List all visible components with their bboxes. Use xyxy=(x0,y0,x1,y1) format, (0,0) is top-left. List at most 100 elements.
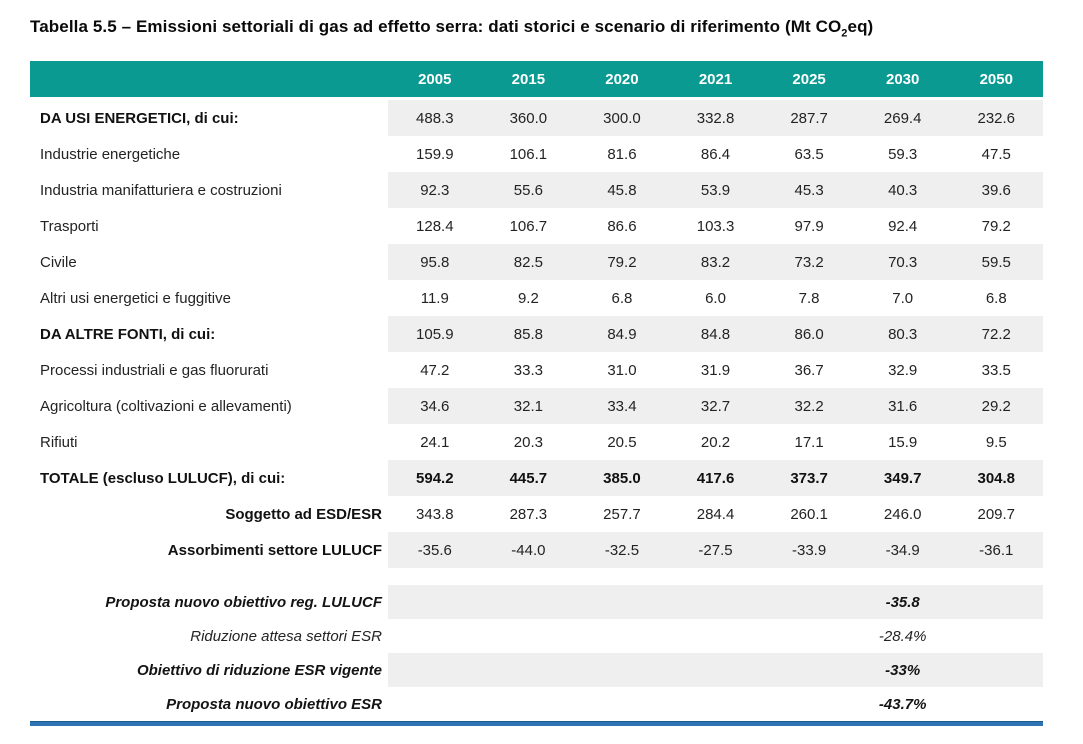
column-header-year: 2020 xyxy=(605,70,639,88)
table-row: Altri usi energetici e fuggitive 11.9 9.2 6… xyxy=(30,280,1043,316)
footer-empty-cell xyxy=(949,687,1043,721)
cell-value: 83.2 xyxy=(668,244,763,280)
cell-value: 32.7 xyxy=(668,388,763,424)
cell-value: 332.8 xyxy=(668,100,763,136)
cell-value: 300.0 xyxy=(575,100,669,136)
cell-value: 55.6 xyxy=(481,172,576,208)
footer-empty-cell xyxy=(762,619,856,653)
table-row: DA ALTRE FONTI, di cui: 105.9 85.8 84.9 84.8… xyxy=(30,316,1044,352)
row-label: Assorbimenti settore LULUCF xyxy=(167,541,382,559)
footer-empty-cell xyxy=(575,585,669,619)
cell-value: 59.5 xyxy=(949,244,1044,280)
footer-empty-cell xyxy=(668,585,763,619)
column-header-year: 2050 xyxy=(979,70,1013,88)
table-row: Assorbimenti settore LULUCF -35.6 -44.0 -32… xyxy=(30,532,1044,568)
footer-row-label: Obiettivo di riduzione ESR vigente xyxy=(136,661,382,679)
footer-target-value: -28.4% xyxy=(878,627,927,645)
table-title-subscript: 2 xyxy=(841,27,848,40)
footer-row-label: Riduzione attesa settori ESR xyxy=(190,627,382,645)
cell-value: 86.4 xyxy=(700,145,731,163)
cell-value: 445.7 xyxy=(481,460,576,496)
cell-value: 81.6 xyxy=(607,145,637,163)
table-header-row: 2005 2015 2020 2021 2025 2030 2050 xyxy=(30,61,1043,97)
table-row: Processi industriali e gas fluorurati 47.… xyxy=(30,352,1043,388)
cell-value: 34.6 xyxy=(388,388,482,424)
column-header-year: 2030 xyxy=(885,70,920,88)
cell-value: 70.3 xyxy=(855,244,950,280)
row-label: Altri usi energetici e fuggitive xyxy=(40,289,231,307)
cell-value: 82.5 xyxy=(481,244,576,280)
cell-value: -33.9 xyxy=(762,532,856,568)
cell-value: 287.7 xyxy=(762,100,856,136)
table-row: Trasporti 128.4 106.7 86.6 103.3 97.9 92.4 79.2 xyxy=(30,208,1043,244)
table-footer: Proposta nuovo obiettivo reg. LULUCF -35.… xyxy=(30,585,1044,721)
footer-row: Riduzione attesa settori ESR -28.4% xyxy=(30,619,1043,653)
footer-empty-cell xyxy=(762,687,856,721)
table-row: DA USI ENERGETICI, di cui: 488.3 360.0 300.… xyxy=(30,100,1044,136)
row-label: Rifiuti xyxy=(40,433,78,451)
cell-value: 343.8 xyxy=(416,505,454,523)
footer-empty-cell xyxy=(669,687,763,721)
footer-empty-cell xyxy=(762,653,856,687)
footer-empty-cell xyxy=(668,653,763,687)
table-body: DA USI ENERGETICI, di cui: 488.3 360.0 300.… xyxy=(30,100,1044,568)
footer-row: Proposta nuovo obiettivo ESR -43.7% xyxy=(30,687,1043,721)
cell-value: 31.6 xyxy=(855,388,950,424)
footer-row: Proposta nuovo obiettivo reg. LULUCF -35.… xyxy=(30,585,1044,619)
cell-value: -35.6 xyxy=(388,532,482,568)
cell-value: 103.3 xyxy=(696,217,735,235)
cell-value: 269.4 xyxy=(855,100,950,136)
cell-value: 106.1 xyxy=(509,145,548,163)
cell-value: -32.5 xyxy=(575,532,669,568)
cell-value: 15.9 xyxy=(888,433,918,451)
cell-value: 9.5 xyxy=(985,433,1007,451)
cell-value: 209.7 xyxy=(977,505,1016,523)
cell-value: 106.7 xyxy=(509,217,548,235)
cell-value: 20.3 xyxy=(513,433,543,451)
footer-empty-cell xyxy=(388,585,482,619)
cell-value: 20.5 xyxy=(607,433,637,451)
table-row: Civile 95.8 82.5 79.2 83.2 73.2 70.3 59.5 xyxy=(30,244,1044,280)
cell-value: -34.9 xyxy=(855,532,950,568)
cell-value: 63.5 xyxy=(794,145,824,163)
cell-value: 85.8 xyxy=(481,316,576,352)
footer-empty-cell xyxy=(949,619,1043,653)
cell-value: 6.8 xyxy=(985,289,1007,307)
table-title: Tabella 5.5 – Emissioni settoriali di ga… xyxy=(30,17,873,39)
cell-value: 39.6 xyxy=(949,172,1044,208)
cell-value: 33.4 xyxy=(575,388,669,424)
table-row: Agricoltura (coltivazioni e allevamenti)… xyxy=(30,388,1044,424)
footer-empty-cell xyxy=(388,653,482,687)
cell-value: 385.0 xyxy=(575,460,669,496)
footer-empty-cell xyxy=(575,687,669,721)
cell-value: 40.3 xyxy=(855,172,950,208)
row-label: TOTALE (escluso LULUCF), di cui: xyxy=(40,469,286,487)
cell-value: 80.3 xyxy=(855,316,950,352)
cell-value: 59.3 xyxy=(888,145,918,163)
cell-value: 47.2 xyxy=(420,361,450,379)
cell-value: 594.2 xyxy=(388,460,482,496)
table-bottom-border xyxy=(30,721,1043,726)
cell-value: 45.3 xyxy=(762,172,856,208)
cell-value: 488.3 xyxy=(388,100,482,136)
cell-value: -27.5 xyxy=(668,532,763,568)
footer-row: Obiettivo di riduzione ESR vigente -33% xyxy=(30,653,1044,687)
footer-empty-cell xyxy=(388,687,482,721)
cell-value: 86.0 xyxy=(762,316,856,352)
cell-value: 32.2 xyxy=(762,388,856,424)
cell-value: 95.8 xyxy=(388,244,482,280)
table-row: Soggetto ad ESD/ESR 343.8 287.3 257.7 284.4 2… xyxy=(30,496,1043,532)
column-header-year: 2015 xyxy=(511,70,546,88)
cell-value: 72.2 xyxy=(949,316,1044,352)
footer-empty-cell xyxy=(575,619,669,653)
cell-value: -44.0 xyxy=(481,532,576,568)
table-title-unit-suffix: eq) xyxy=(847,17,874,36)
cell-value: 24.1 xyxy=(420,433,450,451)
cell-value: 304.8 xyxy=(949,460,1044,496)
row-label: Civile xyxy=(40,253,77,271)
cell-value: 6.8 xyxy=(611,289,633,307)
cell-value: 73.2 xyxy=(762,244,856,280)
cell-value: 257.7 xyxy=(603,505,641,523)
footer-empty-cell xyxy=(482,619,576,653)
